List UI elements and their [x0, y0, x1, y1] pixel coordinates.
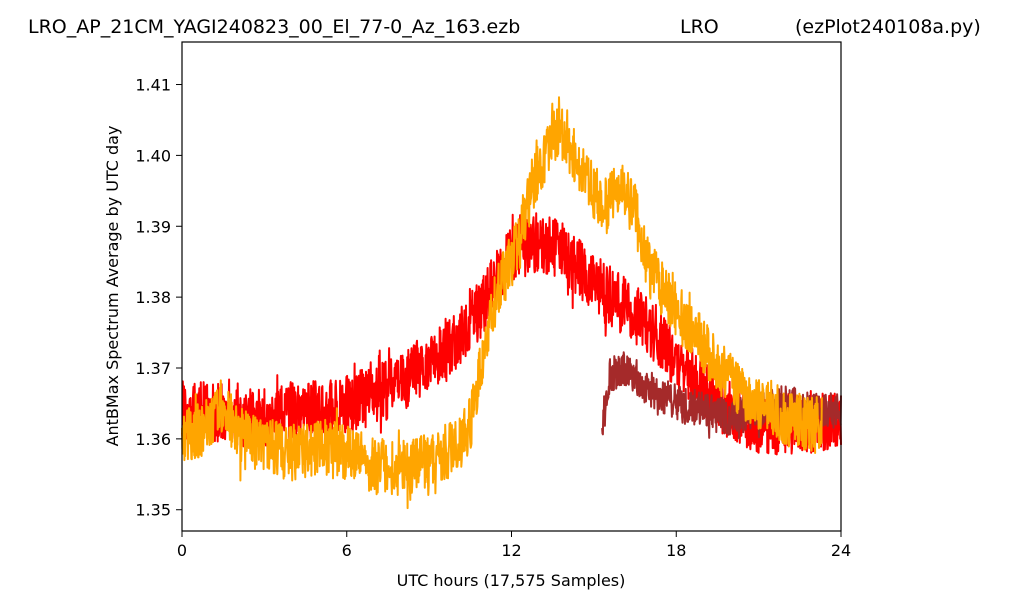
y-tick-label: 1.36	[135, 430, 171, 449]
y-axis-ticks: 1.35 1.36 1.37 1.38 1.39 1.40 1.41	[135, 76, 182, 520]
x-axis-ticks: 0 6 12 18 24	[177, 531, 851, 560]
chart-title-center: LRO	[680, 16, 719, 38]
x-tick-label: 18	[666, 541, 686, 560]
x-tick-label: 24	[831, 541, 851, 560]
x-axis-label: UTC hours (17,575 Samples)	[397, 571, 626, 590]
y-tick-label: 1.37	[135, 359, 171, 378]
chart-title-left: LRO_AP_21CM_YAGI240823_00_El_77-0_Az_163…	[28, 16, 520, 38]
x-tick-label: 0	[177, 541, 187, 560]
y-tick-label: 1.38	[135, 288, 171, 307]
y-axis-label: AntBMax Spectrum Average by UTC day	[103, 126, 122, 447]
y-tick-label: 1.35	[135, 501, 171, 520]
y-tick-label: 1.40	[135, 146, 171, 165]
series-layer	[182, 97, 841, 508]
x-tick-label: 12	[501, 541, 521, 560]
chart-title-right: (ezPlot240108a.py)	[795, 16, 981, 38]
y-tick-label: 1.39	[135, 217, 171, 236]
series-line	[182, 97, 822, 508]
x-tick-label: 6	[342, 541, 352, 560]
y-tick-label: 1.41	[135, 76, 171, 95]
